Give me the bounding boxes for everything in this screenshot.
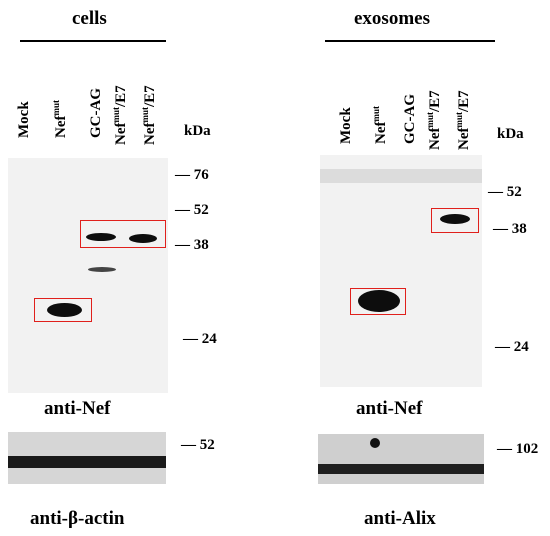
exosomes-highlight-box-nef: [350, 288, 406, 315]
exosomes-band-nefmut-e7: [440, 214, 470, 224]
cells-marker-24: — 24: [183, 331, 217, 347]
exosomes-lane-label-1: Mock: [338, 107, 354, 144]
exosomes-marker-52: — 52: [488, 184, 522, 200]
cells-lane-label-5: Nefmut/E7: [140, 85, 158, 145]
exosomes-alix-strip: [318, 434, 484, 484]
exosomes-band-nefmut: [358, 290, 400, 312]
exosomes-marker-38: — 38: [493, 221, 527, 237]
cells-nef-blot: [8, 158, 168, 393]
cells-actin-strip: [8, 432, 166, 484]
exosomes-title: exosomes: [354, 8, 430, 29]
cells-band-nefmut: [47, 303, 82, 317]
exosomes-nef-blot: [320, 155, 482, 387]
exosomes-lane-label-4: Nefmut/E7: [425, 90, 443, 150]
exosomes-alix-speck: [370, 438, 380, 448]
exosomes-strip-marker: — 102: [497, 441, 539, 457]
cells-lane-label-3: GC-AG: [88, 88, 104, 138]
cells-band-nefmut-e7-b: [129, 234, 157, 243]
cells-title: cells: [72, 8, 107, 29]
cells-kda-label: kDa: [184, 123, 211, 139]
cells-strip-marker: — 52: [181, 437, 215, 453]
exosomes-alix-band: [318, 464, 484, 474]
cells-band-gcag: [86, 233, 116, 241]
exosomes-marker-24: — 24: [495, 339, 529, 355]
cells-highlight-box-nef: [34, 298, 92, 322]
cells-actin-band: [8, 456, 166, 468]
exosomes-nef-caption: anti-Nef: [356, 398, 423, 419]
cells-lane-label-4: Nefmut/E7: [111, 85, 129, 145]
cells-title-rule: [20, 40, 166, 42]
cells-highlight-box-38: [80, 220, 166, 248]
exosomes-background-smear: [320, 169, 482, 183]
exosomes-lane-label-5: Nefmut/E7: [454, 90, 472, 150]
cells-lane-label-2: Nefmut: [51, 100, 69, 138]
exosomes-lane-label-3: GC-AG: [402, 94, 418, 144]
cells-marker-52: — 52: [175, 202, 209, 218]
exosomes-kda-label: kDa: [497, 126, 524, 142]
exosomes-alix-caption: anti-Alix: [364, 508, 436, 529]
cells-lane-label-1: Mock: [16, 101, 32, 138]
cells-actin-caption: anti-β-actin: [30, 508, 125, 529]
exosomes-title-rule: [325, 40, 495, 42]
cells-marker-76: — 76: [175, 167, 209, 183]
exosomes-highlight-box-38: [431, 208, 479, 233]
cells-nef-caption: anti-Nef: [44, 398, 111, 419]
exosomes-lane-label-2: Nefmut: [371, 106, 389, 144]
cells-band-gcag-lower: [88, 267, 116, 272]
cells-marker-38: — 38: [175, 237, 209, 253]
